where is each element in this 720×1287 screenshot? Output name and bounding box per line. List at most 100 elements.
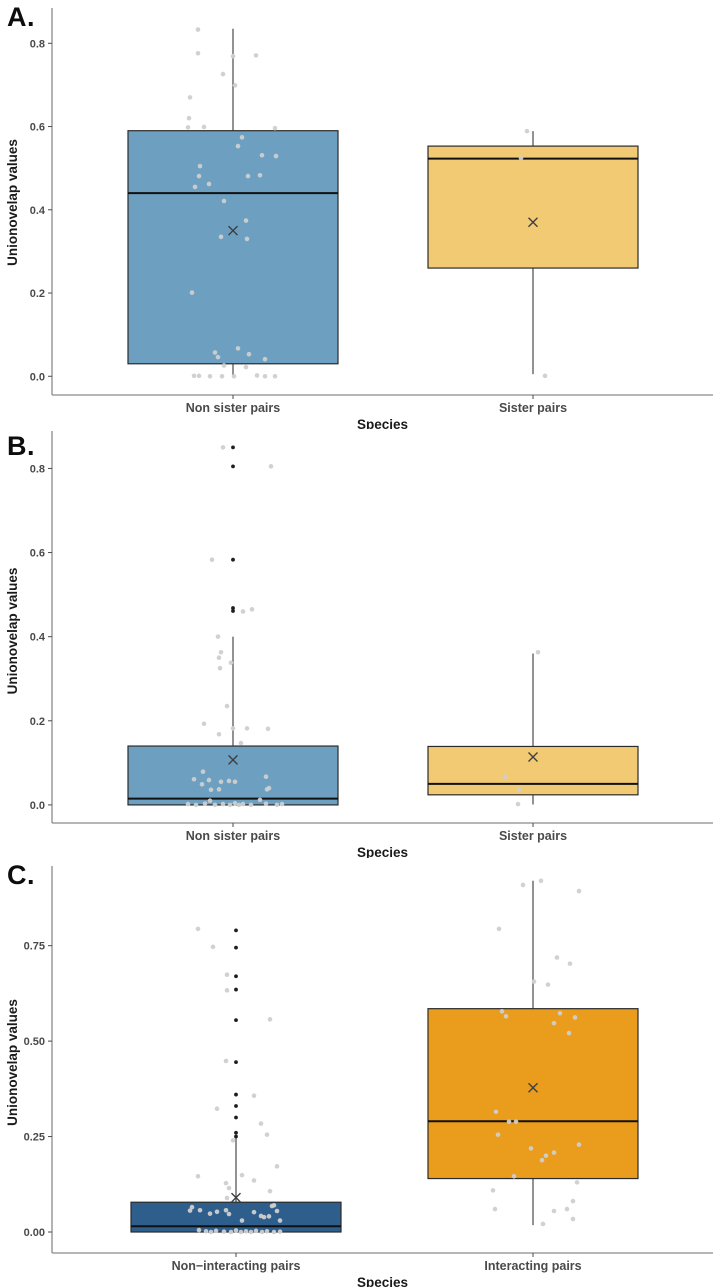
jitter-point <box>248 1229 254 1235</box>
jitter-point <box>220 445 226 450</box>
jitter-point <box>243 1228 249 1234</box>
axes: 0.0 0.2 0.4 0.6 0.8 Non sister pairs Sister pa… <box>30 431 713 843</box>
jitter-point <box>224 972 230 977</box>
jitter-point <box>269 1203 275 1209</box>
jitter-point <box>267 1188 273 1194</box>
jitter-point <box>265 726 271 732</box>
jitter-point <box>513 1119 519 1124</box>
jitter-point <box>272 125 278 131</box>
outlier-point <box>234 1060 238 1065</box>
jitter-point <box>195 1173 201 1179</box>
y-tick-label: 0.75 <box>24 941 45 953</box>
jitter-point <box>239 1218 245 1223</box>
jitter-point <box>566 1030 572 1036</box>
jitter-point <box>551 1208 557 1214</box>
jitter-point <box>263 801 269 806</box>
jitter-point <box>199 782 205 787</box>
jitter-point <box>216 787 222 792</box>
jitter-point <box>221 198 227 204</box>
jitter-point <box>570 1198 576 1204</box>
jitter-point <box>274 1164 280 1169</box>
jitter-point <box>235 143 241 149</box>
panel-a: A. 0.0 0.2 0.4 0.6 0.8 Non sister pairs Sister… <box>0 0 720 429</box>
mean-marker <box>528 751 538 762</box>
jitter-point <box>244 726 250 731</box>
y-tick-label: 0.4 <box>30 205 46 217</box>
panel-b-plot: 0.0 0.2 0.4 0.6 0.8 Non sister pairs Sister pa… <box>5 431 713 858</box>
jitter-point <box>207 1211 213 1216</box>
outlier-point <box>234 928 238 933</box>
jitter-point <box>249 607 255 612</box>
jitter-point <box>218 649 224 655</box>
jitter-point <box>543 1153 549 1158</box>
jitter-point <box>520 882 526 888</box>
jitter-point <box>214 1106 220 1111</box>
jitter-point <box>496 926 502 932</box>
jitter-points <box>187 926 283 1235</box>
outlier-point <box>234 987 238 992</box>
jitter-point <box>195 50 201 56</box>
jitter-point <box>208 787 214 793</box>
outlier-points <box>231 445 235 613</box>
jitter-point <box>200 769 206 774</box>
jitter-point <box>258 1121 264 1126</box>
jitter-point <box>492 1206 498 1212</box>
jitter-point <box>535 649 541 655</box>
x-category-label-non-interacting-pairs: Non−interacting pairs <box>172 1259 301 1273</box>
jitter-point <box>192 184 198 190</box>
y-tick-label: 0.50 <box>24 1036 45 1048</box>
jitter-point <box>185 125 191 130</box>
x-axis-title: Species <box>357 1275 408 1287</box>
jitter-point <box>551 1150 557 1155</box>
jitter-point <box>230 1138 236 1143</box>
jitter-point <box>224 703 230 709</box>
jitter-point <box>196 373 202 379</box>
jitter-point <box>524 128 530 134</box>
jitter-point <box>257 172 263 178</box>
outlier-point <box>234 1130 238 1135</box>
jitter-points <box>502 649 541 807</box>
jitter-point <box>226 1211 232 1217</box>
y-tick-label: 0.2 <box>30 288 45 300</box>
jitter-point <box>245 173 251 179</box>
jitter-point <box>224 988 230 993</box>
jitter-point <box>503 1014 509 1019</box>
jitter-point <box>545 982 551 987</box>
iqr-box <box>127 745 339 806</box>
jitter-point <box>567 961 573 966</box>
jitter-point <box>257 797 263 803</box>
x-axis-title: Species <box>357 417 408 429</box>
jitter-point <box>232 83 238 88</box>
jitter-point <box>531 979 537 984</box>
jitter-point <box>189 290 195 295</box>
y-tick-label: 0.8 <box>30 38 45 50</box>
jitter-point <box>272 373 278 379</box>
outlier-point <box>231 609 235 613</box>
jitter-point <box>228 660 234 666</box>
jitter-point <box>244 236 250 242</box>
jitter-point <box>212 802 218 808</box>
jitter-point <box>187 1208 193 1213</box>
jitter-point <box>238 740 244 746</box>
axes: 0.0 0.2 0.4 0.6 0.8 Non sister pairs Sister pa… <box>30 8 713 415</box>
jitter-point <box>554 955 560 960</box>
jitter-point <box>206 181 212 187</box>
jitter-points <box>185 27 279 379</box>
jitter-point <box>212 350 218 355</box>
jitter-point <box>221 363 227 368</box>
jitter-point <box>570 1216 576 1222</box>
jitter-point <box>210 944 216 950</box>
y-axis-title: Unionovelap values <box>5 999 20 1126</box>
jitter-point <box>540 1221 546 1227</box>
mean-marker <box>528 1082 538 1093</box>
jitter-point <box>219 373 225 379</box>
x-category-label-sister-pairs: Sister pairs <box>499 401 567 415</box>
jitter-point <box>268 464 274 469</box>
jitter-point <box>218 779 224 785</box>
box-sister-pairs <box>427 128 639 379</box>
jitter-point <box>233 1228 239 1233</box>
outlier-point <box>234 1092 238 1097</box>
jitter-point <box>259 152 265 158</box>
mean-marker <box>231 1192 241 1203</box>
